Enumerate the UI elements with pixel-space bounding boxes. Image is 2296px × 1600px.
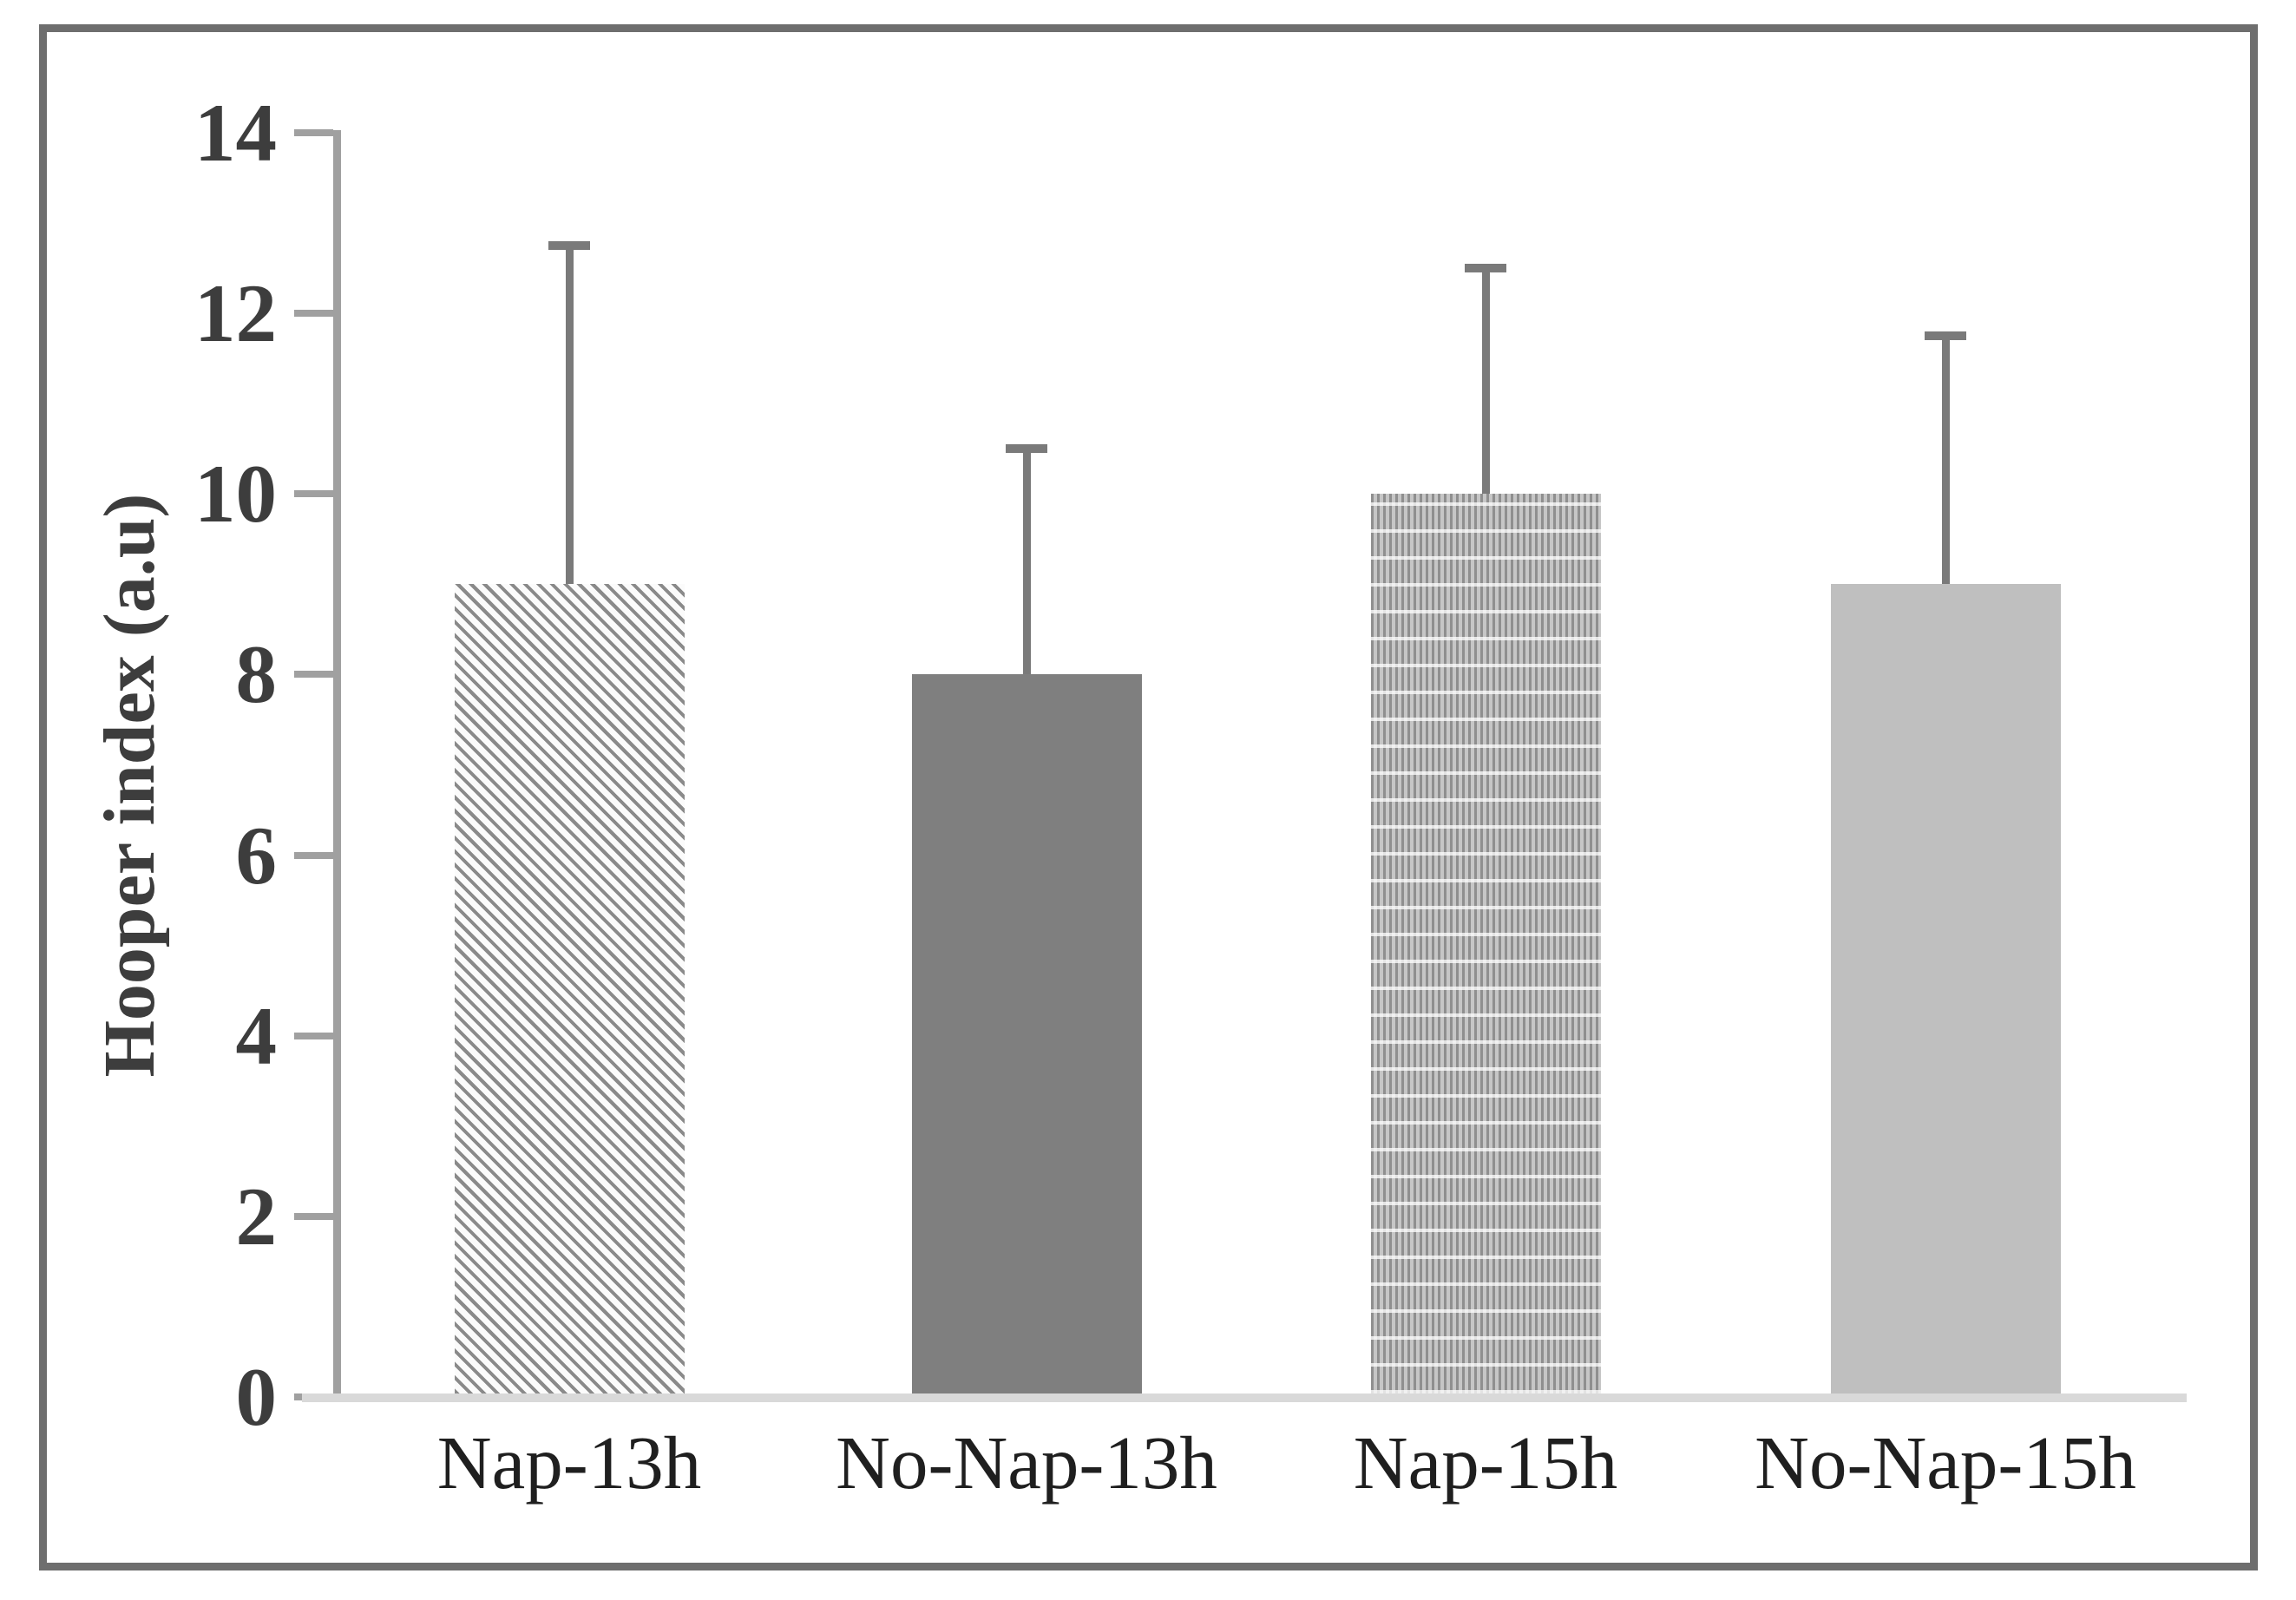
- y-tick: [294, 851, 333, 859]
- error-bar-cap-no-nap-13h: [1006, 444, 1047, 454]
- x-category-label-no-nap-13h: No-Nap-13h: [836, 1420, 1217, 1505]
- bar-no-nap-15h: [1830, 584, 2061, 1393]
- y-tick: [294, 671, 333, 679]
- y-tick-label: 2: [235, 1170, 278, 1262]
- bar-nap-15h: [1370, 494, 1601, 1393]
- bar-nap-13h: [454, 584, 685, 1393]
- y-tick-label: 10: [194, 448, 277, 541]
- y-tick: [294, 310, 333, 318]
- x-category-label-no-nap-15h: No-Nap-15h: [1755, 1420, 2136, 1505]
- x-category-label-nap-15h: Nap-15h: [1353, 1420, 1618, 1505]
- y-tick-label: 12: [194, 267, 277, 360]
- y-tick-label: 4: [235, 989, 278, 1082]
- y-tick-label: 14: [194, 87, 277, 179]
- error-bar-cap-nap-15h: [1465, 264, 1506, 273]
- error-bar-no-nap-13h: [1022, 449, 1031, 675]
- y-tick: [294, 1032, 333, 1039]
- error-bar-cap-no-nap-15h: [1925, 331, 1966, 341]
- x-axis-baseline: [302, 1393, 2187, 1402]
- error-bar-no-nap-15h: [1941, 336, 1950, 585]
- y-tick-label: 8: [235, 628, 278, 721]
- y-tick: [294, 1212, 333, 1220]
- y-tick-label: 0: [235, 1351, 278, 1443]
- error-bar-nap-13h: [565, 246, 574, 585]
- error-bar-nap-15h: [1481, 268, 1490, 495]
- error-bar-cap-nap-13h: [548, 241, 590, 251]
- y-tick-label: 6: [235, 809, 278, 902]
- bar-no-nap-13h: [911, 674, 1142, 1393]
- y-tick: [294, 129, 333, 136]
- y-axis-line: [333, 130, 341, 1402]
- y-tick: [294, 490, 333, 498]
- x-category-label-nap-13h: Nap-13h: [436, 1420, 702, 1505]
